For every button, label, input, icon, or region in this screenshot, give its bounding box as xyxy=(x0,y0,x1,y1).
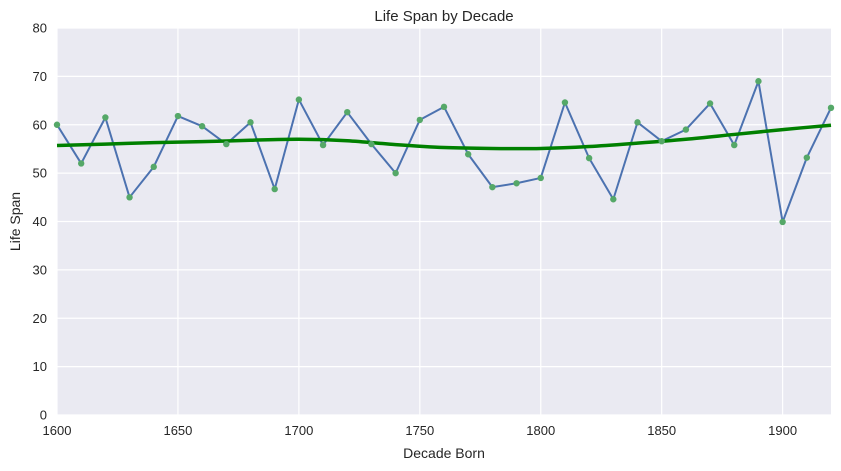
x-tick-label: 1750 xyxy=(405,423,434,438)
y-tick-label: 50 xyxy=(33,166,47,181)
data-point xyxy=(513,180,520,187)
x-tick-label: 1650 xyxy=(163,423,192,438)
y-tick-label: 80 xyxy=(33,21,47,36)
y-tick-label: 40 xyxy=(33,214,47,229)
data-point xyxy=(102,114,109,121)
data-point xyxy=(634,119,641,126)
series-group xyxy=(53,78,835,226)
data-point xyxy=(392,169,399,177)
data-point xyxy=(658,137,665,145)
data-point xyxy=(803,154,811,161)
chart-title: Life Span by Decade xyxy=(374,8,513,25)
y-tick-label: 0 xyxy=(40,408,47,423)
data-point xyxy=(295,96,303,103)
data-point xyxy=(416,116,424,124)
data-point xyxy=(223,140,230,148)
x-tick-label: 1800 xyxy=(526,423,555,438)
y-axis-title: Life Span xyxy=(7,192,23,251)
y-tick-label: 60 xyxy=(33,117,47,132)
data-point xyxy=(706,100,714,107)
data-point xyxy=(247,119,254,126)
data-point xyxy=(779,218,786,226)
data-point xyxy=(344,108,351,116)
data-point xyxy=(537,174,544,182)
data-point xyxy=(368,140,375,148)
x-axis-title: Decade Born xyxy=(403,445,485,461)
x-tick-label: 1850 xyxy=(647,423,676,438)
data-point xyxy=(319,141,327,149)
y-tick-label: 30 xyxy=(33,262,47,277)
data-point xyxy=(271,185,278,193)
data-point xyxy=(198,123,206,130)
x-tick-label: 1700 xyxy=(284,423,313,438)
data-point xyxy=(53,121,61,128)
data-point xyxy=(440,103,448,111)
data-point xyxy=(150,163,157,171)
data-point xyxy=(126,194,133,201)
data-point xyxy=(174,112,182,120)
x-tick-label: 1600 xyxy=(43,423,72,438)
data-point xyxy=(755,78,762,85)
tick-labels: 0 10 20 30 40 50 60 70 80 1600 1650 1700 1750 1800 185… xyxy=(33,21,798,439)
y-tick-label: 10 xyxy=(33,359,47,374)
grid-lines xyxy=(56,27,831,416)
y-tick-label: 20 xyxy=(33,311,47,326)
x-tick-label: 1900 xyxy=(768,423,797,438)
data-point xyxy=(77,160,85,167)
trend-line xyxy=(56,123,832,151)
data-point xyxy=(731,141,738,149)
y-tick-label: 70 xyxy=(33,69,47,84)
data-point xyxy=(561,99,569,106)
data-point xyxy=(585,154,593,162)
data-point xyxy=(682,126,690,133)
data-point xyxy=(827,104,835,112)
data-point xyxy=(489,183,496,191)
data-point xyxy=(610,196,617,203)
data-point xyxy=(464,151,472,158)
